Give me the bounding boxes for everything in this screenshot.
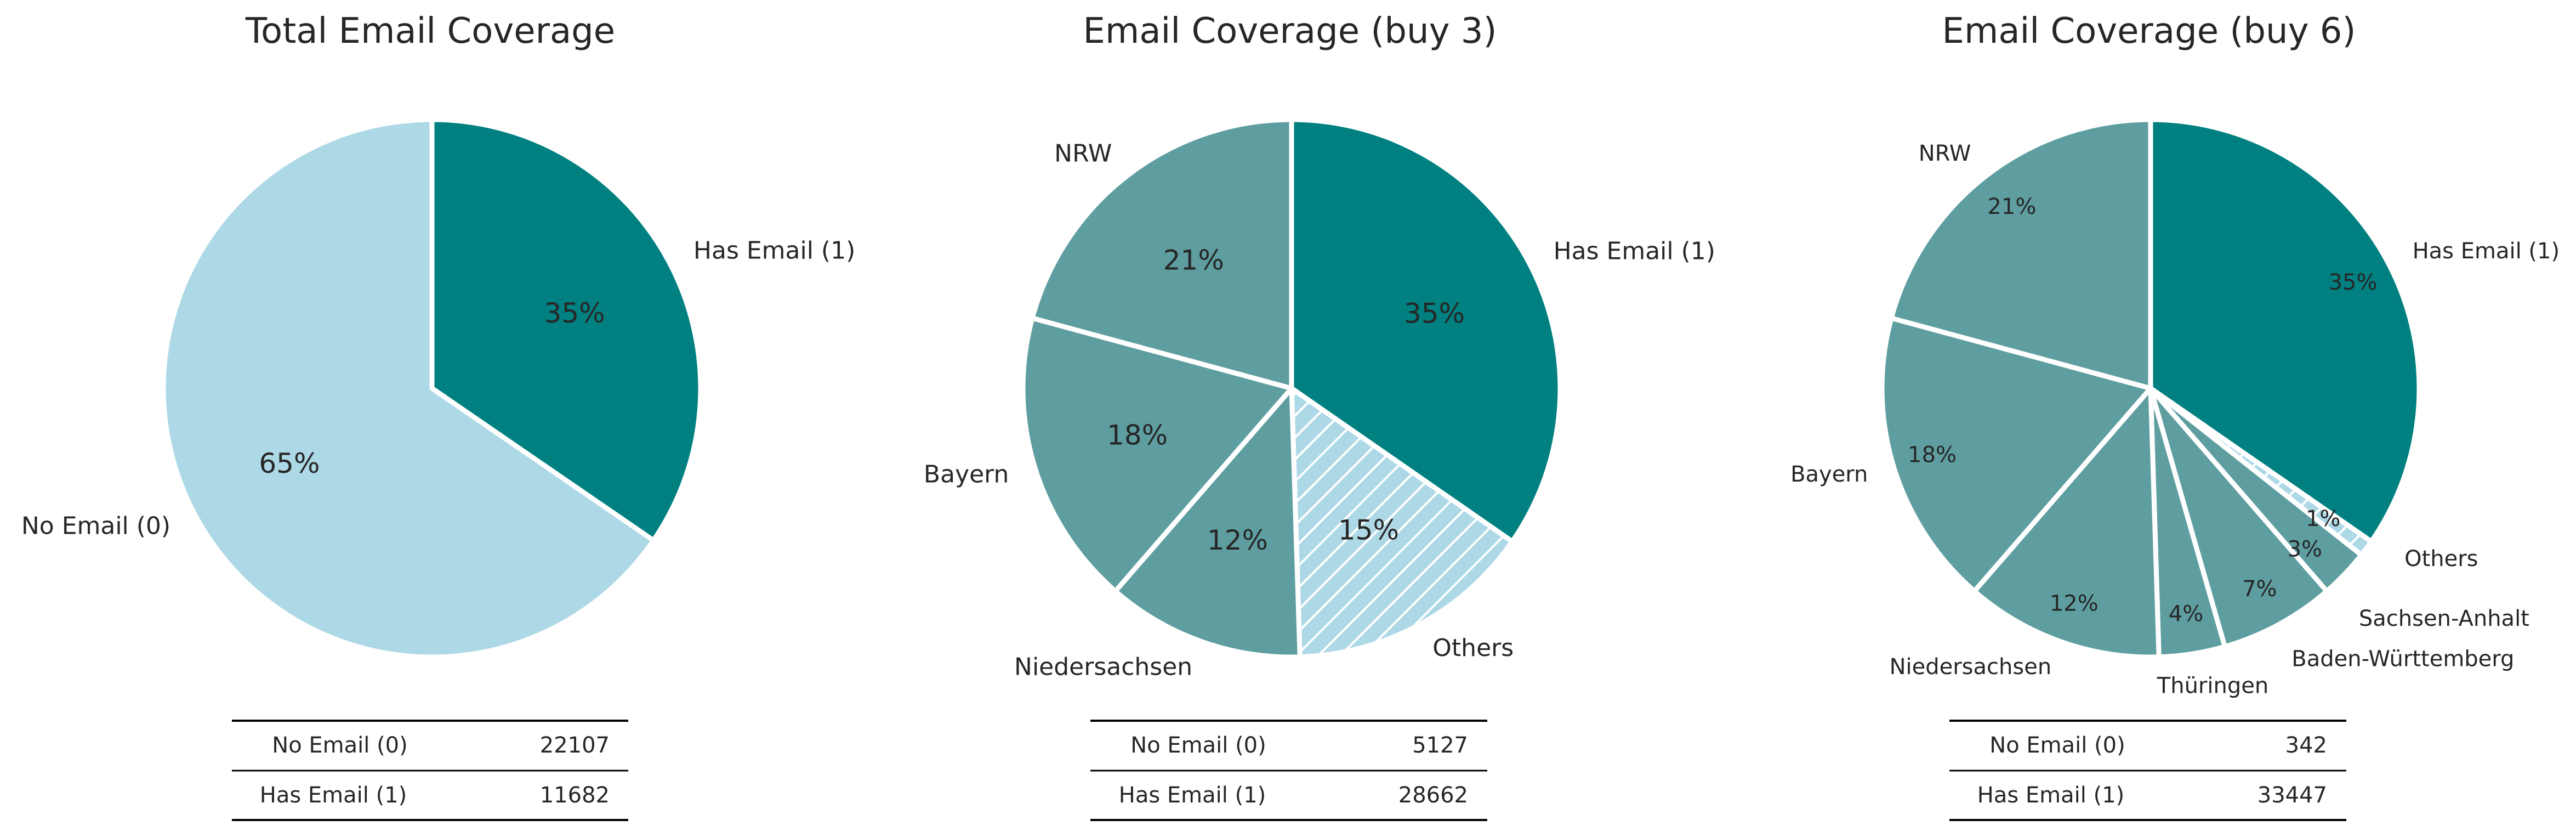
chart-title: Total Email Coverage xyxy=(245,11,615,52)
pie-slice-niedersachsen xyxy=(1113,386,1303,660)
pie-slice-bayern xyxy=(1879,315,2153,594)
pie-category-label: Has Email (1) xyxy=(1554,237,1715,265)
pie-category-label: Has Email (1) xyxy=(2413,239,2560,264)
table-row-label: No Email (0) xyxy=(272,733,407,758)
pie-slice-niedersachsen xyxy=(1972,386,2162,660)
pie-slice-has-email-1 xyxy=(429,117,703,543)
pie-pct-label: 3% xyxy=(2288,537,2322,562)
summary-table: No Email (0) 5127 Has Email (1) 28662 xyxy=(1090,720,1487,821)
table-row-value: 22107 xyxy=(540,733,610,758)
table-row-label: No Email (0) xyxy=(1989,733,2125,758)
pie-labels: 35% Has Email (1) 15% Others 12% Niedersachse… xyxy=(924,140,1715,681)
pie-category-label: Bayern xyxy=(924,461,1009,489)
table-row-label: Has Email (1) xyxy=(1119,783,1266,808)
pie-slice-no-email-0 xyxy=(161,117,656,660)
pie-pct-label: 1% xyxy=(2306,506,2340,531)
table-row-value: 33447 xyxy=(2257,783,2327,808)
pie-category-label: Niedersachsen xyxy=(1890,654,2052,680)
pie-pct-label: 7% xyxy=(2242,576,2277,602)
pie-slice-nrw xyxy=(1030,117,1294,391)
pie-slices xyxy=(1879,117,2422,660)
table-row-value: 5127 xyxy=(1412,733,1468,758)
pie-pct-label: 15% xyxy=(1338,514,1399,546)
pie-pct-label: 21% xyxy=(1163,245,1224,276)
table-row-value: 28662 xyxy=(1398,783,1468,808)
pie-pct-label: 21% xyxy=(1987,194,2036,219)
pie-category-label: Others xyxy=(1432,634,1514,662)
pie-pct-label: 35% xyxy=(2329,270,2378,295)
pie-slice-has-email-1 xyxy=(2148,117,2422,544)
pie-pct-label: 18% xyxy=(1908,442,1957,467)
table-row-label: No Email (0) xyxy=(1130,733,1266,758)
pie-pct-label: 12% xyxy=(2050,591,2099,616)
chart-title: Email Coverage (buy 3) xyxy=(1083,11,1497,52)
pie-slice-baden-w-rttemberg xyxy=(2148,386,2329,649)
pie-slice-bayern xyxy=(1020,315,1294,594)
pie-pct-label: 4% xyxy=(2169,602,2203,627)
pie-pct-label: 35% xyxy=(544,297,605,329)
summary-table: No Email (0) 22107 Has Email (1) 11682 xyxy=(232,720,628,821)
pie-category-label: Thüringen xyxy=(2157,674,2268,699)
pie-slices xyxy=(1020,117,1563,660)
pie-labels: 35% Has Email (1) 1% Others 3% Sachsen-Anhalt… xyxy=(1790,141,2560,699)
pie-pct-label: 18% xyxy=(1107,420,1168,451)
pie-slices xyxy=(161,117,703,660)
summary-table: No Email (0) 342 Has Email (1) 33447 xyxy=(1949,720,2346,821)
pie-category-label: Sachsen-Anhalt xyxy=(2359,606,2529,631)
pie-category-label: Baden-Württemberg xyxy=(2291,647,2514,672)
pie-category-label: Bayern xyxy=(1790,462,1868,487)
pie-category-label: No Email (0) xyxy=(21,512,170,540)
chart-panel-buy3: Email Coverage (buy 3) 35% Has Email (1) 1… xyxy=(924,11,1715,821)
pie-pct-label: 35% xyxy=(1404,298,1465,330)
pie-slice-has-email-1 xyxy=(1289,117,1563,544)
pie-pct-label: 12% xyxy=(1207,524,1268,556)
pie-category-label: Others xyxy=(2404,546,2478,572)
pie-category-label: NRW xyxy=(1919,141,1971,166)
pie-pct-label: 65% xyxy=(259,448,320,479)
pie-category-label: NRW xyxy=(1054,140,1112,168)
table-row-value: 342 xyxy=(2285,733,2327,758)
pie-slice-hatch-others xyxy=(1289,383,1516,660)
chart-panel-buy6: Email Coverage (buy 6) 35% Has Email (1) 1… xyxy=(1790,11,2560,821)
pie-slice-nrw xyxy=(1889,117,2153,391)
table-row-label: Has Email (1) xyxy=(260,783,407,808)
pie-category-label: Has Email (1) xyxy=(693,236,855,264)
chart-title: Email Coverage (buy 6) xyxy=(1942,11,2356,52)
table-row-value: 11682 xyxy=(540,783,610,808)
pie-labels: 35% Has Email (1) 65% No Email (0) xyxy=(21,236,855,540)
table-row-label: Has Email (1) xyxy=(1977,783,2125,808)
chart-panel-total: Total Email Coverage 35% Has Email (1) 65%… xyxy=(21,11,855,821)
pie-category-label: Niedersachsen xyxy=(1014,653,1192,681)
